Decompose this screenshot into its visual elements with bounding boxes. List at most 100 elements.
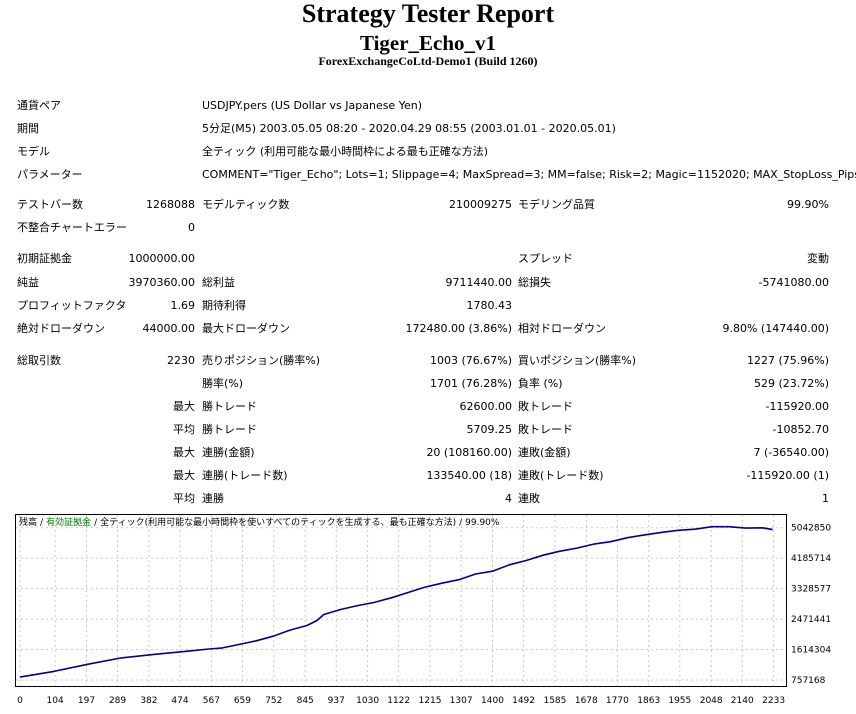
avg-win-value: 5709.25 <box>466 423 513 436</box>
x-tick-label: 659 <box>234 696 251 706</box>
legend-balance: 残高 <box>19 516 37 528</box>
x-tick-label: 937 <box>328 696 345 706</box>
symbol-value: USDJPY.pers (US Dollar vs Japanese Yen) <box>202 99 422 112</box>
ea-name: Tiger_Echo_v1 <box>359 31 497 55</box>
period-label: 期間 <box>17 122 39 135</box>
report-title: Strategy Tester Report <box>301 0 555 28</box>
legend-separator: / <box>40 518 44 528</box>
spread-label: スプレッド <box>518 252 573 265</box>
server-build: ForexExchangeCoLtd-Demo1 (Build 1260) <box>318 54 538 68</box>
net-value: 3970360.00 <box>128 276 195 289</box>
gross-profit-label: 総利益 <box>202 276 235 289</box>
max-consec-wins-label: 連勝(金額) <box>202 446 255 459</box>
max-consec-losses-label: 連敗(金額) <box>518 446 571 459</box>
gross-loss-value: -5741080.00 <box>758 276 829 289</box>
errors-label: 不整合チャートエラー <box>17 221 127 234</box>
x-tick-label: 1585 <box>543 696 566 706</box>
x-tick-label: 1492 <box>512 696 535 706</box>
long-value: 1227 (75.96%) <box>746 354 829 367</box>
chart-series <box>19 525 773 678</box>
win-pct-label: 勝率(%) <box>202 377 244 390</box>
y-tick-label: 2471441 <box>791 615 831 625</box>
max-consec-loss-label: 連敗(トレード数) <box>518 469 604 482</box>
params-label: パラメーター <box>17 168 83 181</box>
bars-value: 1268088 <box>146 198 195 211</box>
ticks-label: モデルティック数 <box>202 198 290 211</box>
max-prefix: 最大 <box>173 469 195 482</box>
balance-line <box>19 525 773 678</box>
model-label: モデル <box>17 145 50 158</box>
avg-loss-label: 敗トレード <box>518 423 573 436</box>
gross-profit-value: 9711440.00 <box>445 276 512 289</box>
x-tick-label: 1955 <box>668 696 691 706</box>
loss-pct-label: 負率 (%) <box>518 377 563 390</box>
max-dd-label: 最大ドローダウン <box>202 322 290 335</box>
x-tick-label: 197 <box>78 696 95 706</box>
max-consec-losses-value: 7 (-36540.00) <box>753 446 829 459</box>
x-tick-label: 2048 <box>700 696 723 706</box>
max-consec-profit-label: 連勝(トレード数) <box>202 469 288 482</box>
spread-value: 変動 <box>807 252 829 265</box>
rel-dd-label: 相対ドローダウン <box>518 322 606 335</box>
x-tick-label: 1863 <box>637 696 660 706</box>
x-tick-label: 474 <box>171 696 188 706</box>
x-tick-label: 2233 <box>762 696 785 706</box>
x-tick-label: 1122 <box>387 696 410 706</box>
y-tick-label: 5042850 <box>791 524 831 534</box>
pf-value: 1.69 <box>170 299 196 312</box>
x-tick-label: 1215 <box>419 696 442 706</box>
avg-consec-wins-value: 4 <box>505 492 512 505</box>
trades-label: 総取引数 <box>17 354 61 367</box>
y-tick-label: 1614304 <box>791 646 831 656</box>
chart-plot-frame <box>15 514 787 687</box>
chart-grid <box>16 515 786 686</box>
params-value: COMMENT="Tiger_Echo"; Lots=1; Slippage=4… <box>202 168 856 181</box>
x-tick-label: 382 <box>140 696 157 706</box>
loss-pct-value: 529 (23.72%) <box>753 377 829 390</box>
long-label: 買いポジション(勝率%) <box>518 354 637 367</box>
x-tick-label: 2140 <box>731 696 754 706</box>
max-consec-wins-value: 20 (108160.00) <box>426 446 512 459</box>
max-prefix: 最大 <box>173 400 195 413</box>
largest-win-value: 62600.00 <box>459 400 513 413</box>
x-tick-label: 845 <box>297 696 314 706</box>
x-tick-label: 0 <box>17 696 23 706</box>
legend-separator: / <box>459 518 463 528</box>
avg-consec-losses-value: 1 <box>822 492 829 505</box>
largest-loss-label: 敗トレード <box>518 400 573 413</box>
x-tick-label: 1678 <box>575 696 598 706</box>
legend-model: 全ティック(利用可能な最小時間枠を使いすべてのティックを生成する、最も正確な方法… <box>100 516 456 528</box>
x-tick-label: 104 <box>47 696 64 706</box>
avg-win-label: 勝トレード <box>202 423 257 436</box>
legend-quality: 99.90% <box>465 518 500 528</box>
ticks-value: 210009275 <box>449 198 512 211</box>
chart-x-ticks: 0 104 197 289 382 474 567 659 752 845 937 1030 1122 1… <box>17 696 785 706</box>
x-tick-label: 1030 <box>356 696 379 706</box>
avg-prefix: 平均 <box>173 492 195 505</box>
payoff-label: 期待利得 <box>202 299 246 312</box>
trades-value: 2230 <box>167 354 195 367</box>
x-tick-label: 752 <box>265 696 282 706</box>
legend-equity: 有効証拠金 <box>46 516 91 528</box>
chart-y-ticks: 757168 1614304 2471441 3328577 4185714 504285… <box>791 524 831 686</box>
balance-chart-svg: 残高 / 有効証拠金 / 全ティック(利用可能な最小時間枠を使いすべてのティックを生成す… <box>15 514 831 706</box>
chart-legend: 残高 / 有効証拠金 / 全ティック(利用可能な最小時間枠を使いすべてのティックを生成す… <box>19 516 500 528</box>
errors-value: 0 <box>188 221 195 234</box>
x-tick-label: 289 <box>109 696 126 706</box>
balance-chart: 残高 / 有効証拠金 / 全ティック(利用可能な最小時間枠を使いすべてのティックを生成す… <box>15 514 845 708</box>
period-value: 5分足(M5) 2003.05.05 08:20 - 2020.04.29 08… <box>202 122 616 135</box>
avg-consec-wins-label: 連勝 <box>202 492 224 505</box>
deposit-label: 初期証拠金 <box>17 252 72 265</box>
max-prefix: 最大 <box>173 446 195 459</box>
pf-label: プロフィットファクタ <box>17 299 127 312</box>
model-value: 全ティック (利用可能な最小時間枠による最も正確な方法) <box>202 145 489 158</box>
x-tick-label: 1770 <box>606 696 629 706</box>
max-consec-profit-value: 133540.00 (18) <box>426 469 512 482</box>
largest-loss-value: -115920.00 <box>765 400 829 413</box>
rel-dd-value: 9.80% (147440.00) <box>722 322 829 335</box>
avg-loss-value: -10852.70 <box>772 423 829 436</box>
payoff-value: 1780.43 <box>466 299 513 312</box>
legend-separator: / <box>94 518 98 528</box>
quality-value: 99.90% <box>787 198 829 211</box>
symbol-label: 通貨ペア <box>17 99 61 112</box>
